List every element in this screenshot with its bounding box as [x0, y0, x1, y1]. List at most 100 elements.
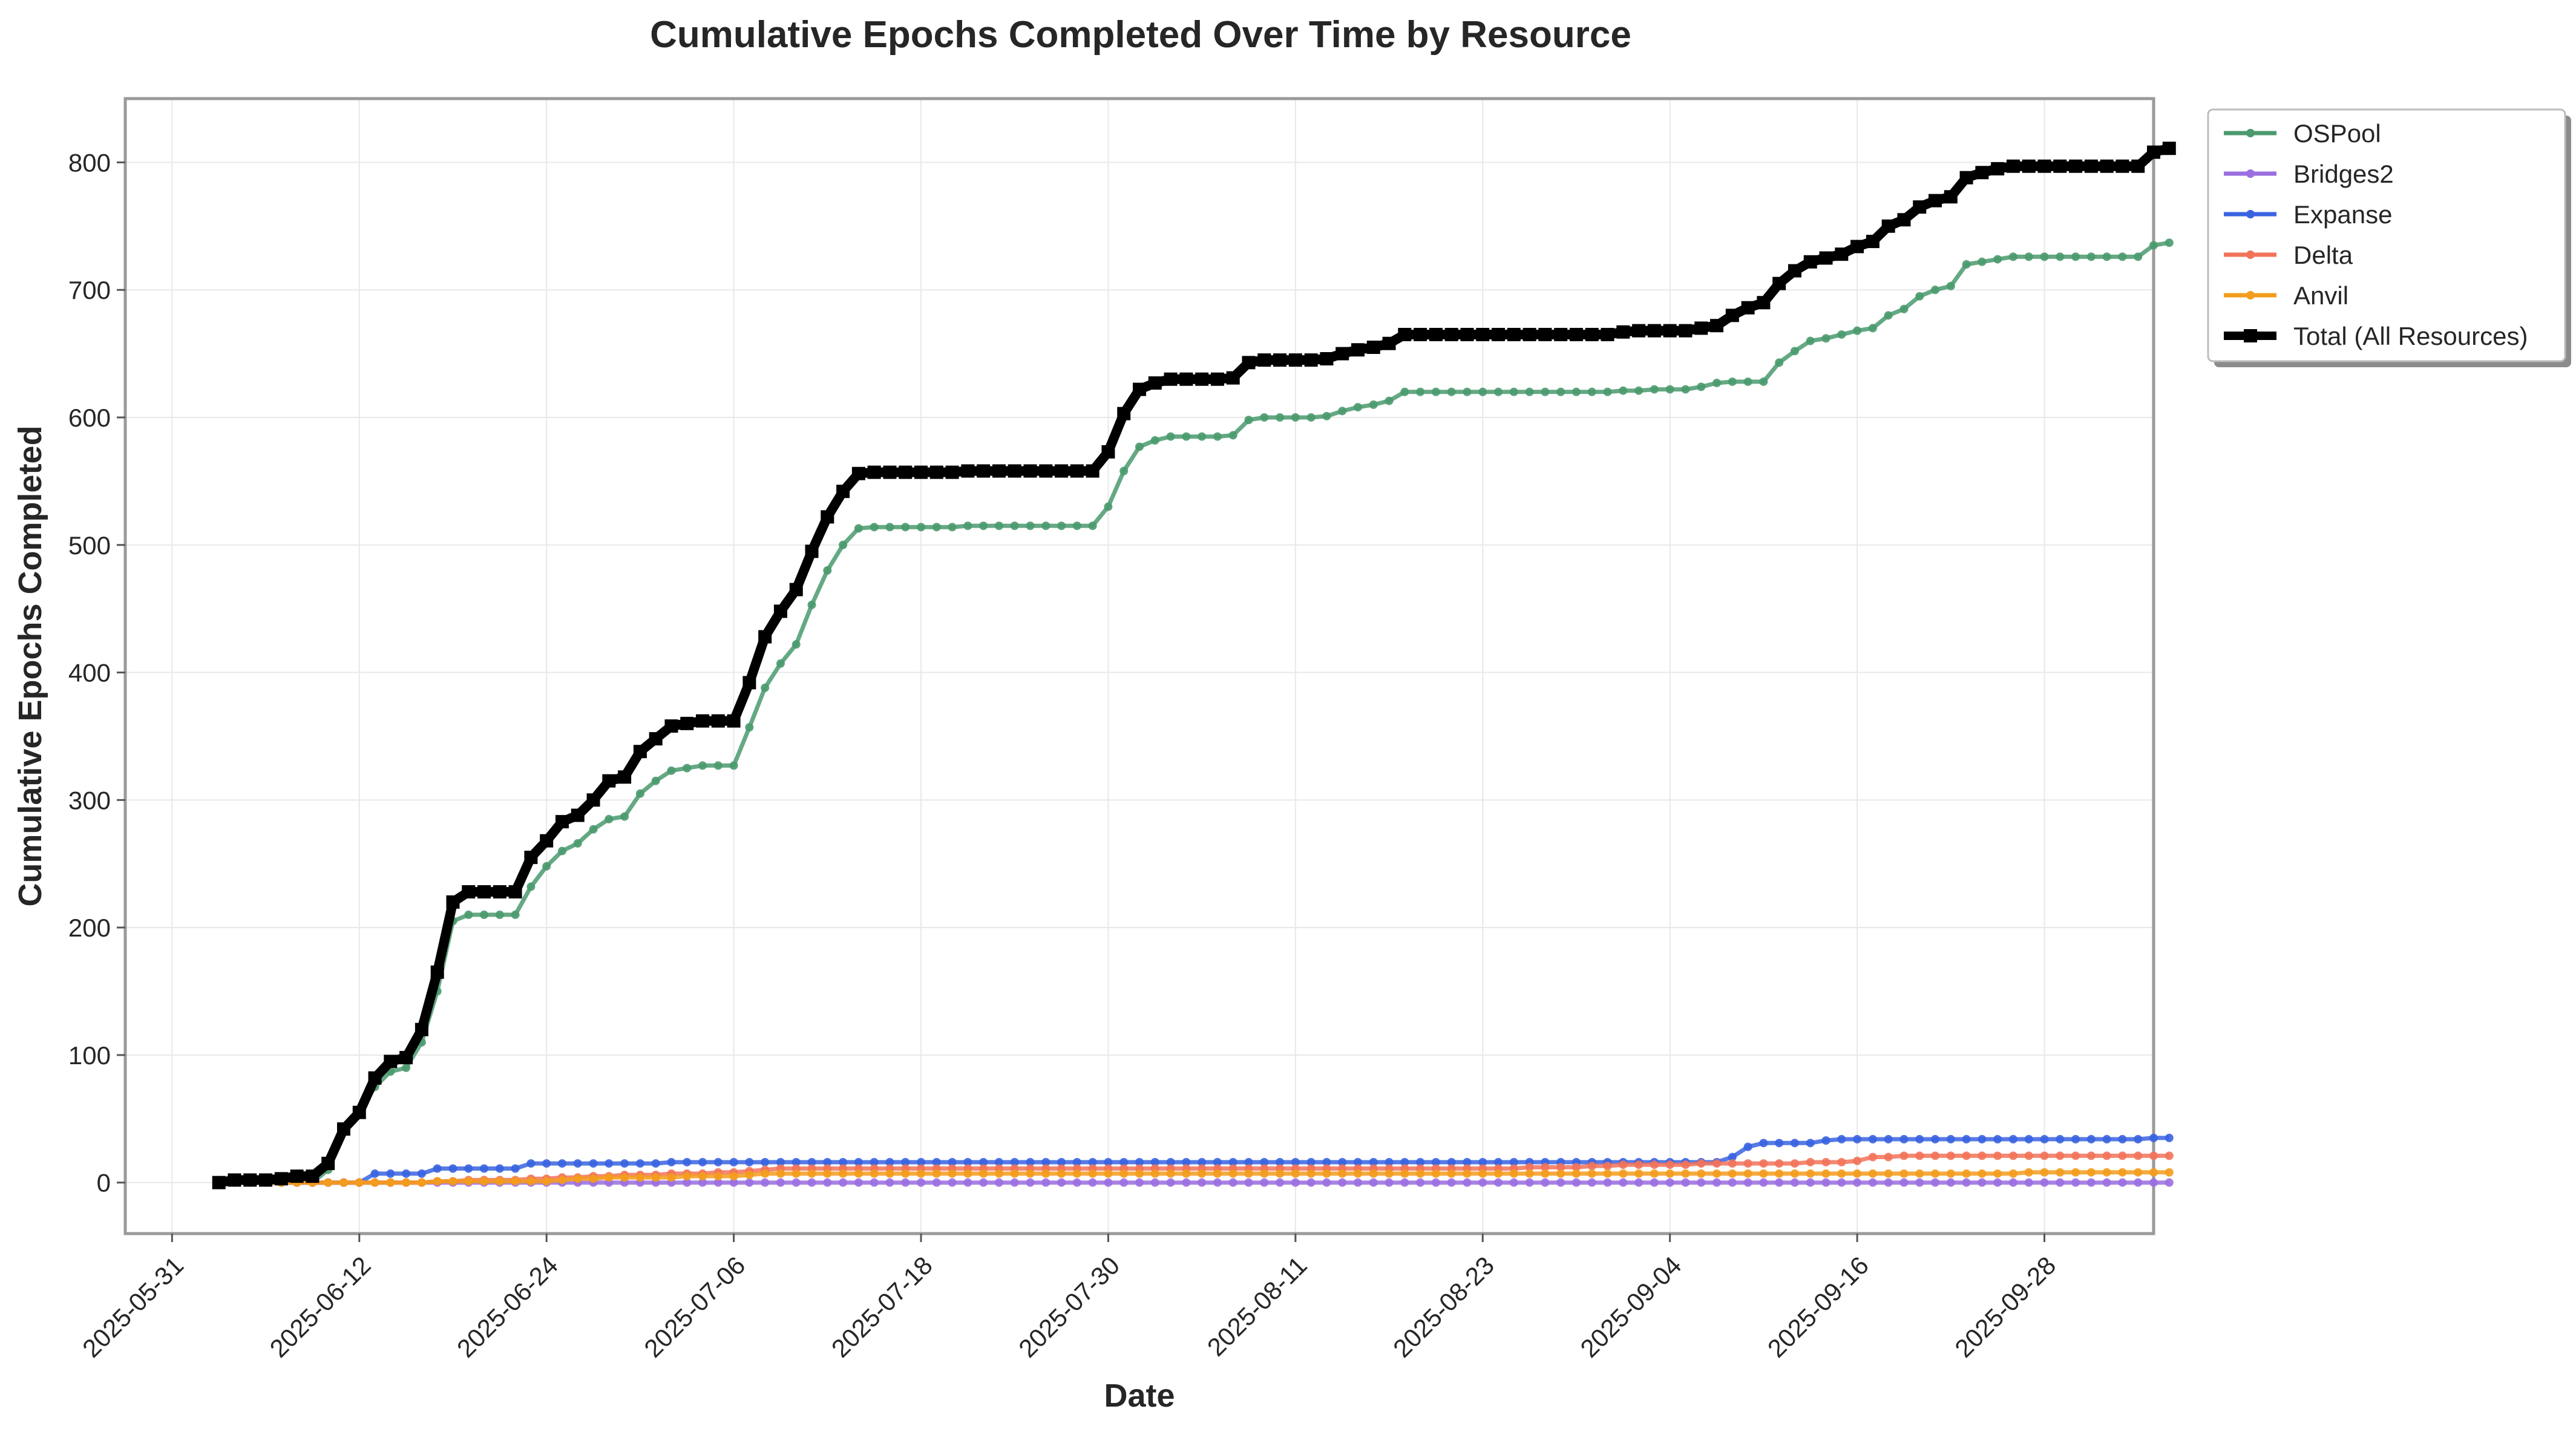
data-point [2100, 159, 2114, 173]
data-point [2071, 1168, 2080, 1177]
data-point [1697, 382, 1706, 391]
data-point [1119, 1157, 1129, 1166]
data-point [1088, 1169, 1097, 1178]
data-point [883, 465, 897, 479]
data-point [1322, 1157, 1331, 1166]
data-point [1041, 1178, 1050, 1187]
data-point [1571, 1163, 1581, 1172]
data-point [994, 1157, 1003, 1166]
data-point [586, 793, 600, 807]
data-point [1429, 327, 1443, 341]
data-point [1291, 413, 1300, 422]
data-point [618, 770, 632, 784]
legend-label: Expanse [2293, 200, 2392, 229]
data-point [1741, 301, 1755, 315]
data-point [1665, 1160, 1674, 1169]
data-point [1182, 1157, 1191, 1166]
data-point [1993, 1178, 2002, 1187]
data-point [415, 1022, 428, 1036]
data-point [1835, 247, 1849, 261]
data-point [1369, 400, 1378, 409]
data-point [1182, 432, 1191, 441]
data-point [2165, 1151, 2174, 1160]
data-point [713, 1178, 723, 1187]
data-point [1353, 1178, 1362, 1187]
data-point [573, 1174, 582, 1183]
data-point [1775, 1169, 1784, 1178]
data-point [1010, 1169, 1019, 1178]
data-point [1522, 327, 1536, 341]
data-point [698, 1157, 707, 1166]
data-point [1509, 1169, 1518, 1178]
data-point [2118, 1151, 2127, 1160]
data-point [1244, 1157, 1253, 1166]
data-point [1057, 522, 1066, 531]
data-point [994, 1169, 1003, 1178]
data-point [605, 814, 614, 823]
legend-box [2207, 108, 2566, 362]
data-point [384, 1055, 398, 1068]
data-point [932, 1178, 941, 1187]
data-point [1182, 1178, 1191, 1187]
data-point [2040, 1135, 2049, 1144]
legend-item: OSPool [2224, 119, 2381, 148]
data-point [2008, 1169, 2017, 1178]
data-point [2131, 159, 2145, 173]
data-point [274, 1172, 288, 1186]
data-point [2118, 1178, 2127, 1187]
data-point [683, 1157, 692, 1166]
data-point [1650, 385, 1659, 394]
data-point [1244, 1178, 1253, 1187]
data-point [1228, 1169, 1237, 1178]
data-point [2008, 1178, 2017, 1187]
data-point [1775, 1178, 1784, 1187]
data-point [1463, 387, 1472, 396]
data-point [1587, 387, 1596, 396]
data-point [839, 1169, 848, 1178]
data-point [1884, 1153, 1893, 1162]
data-point [698, 761, 707, 770]
data-point [776, 659, 785, 668]
data-point [1291, 1157, 1300, 1166]
data-point [2102, 252, 2111, 261]
legend-marker [2246, 291, 2255, 299]
data-point [1198, 432, 1207, 441]
data-point [2147, 145, 2160, 159]
data-point [1790, 347, 1799, 356]
data-point [2024, 1168, 2033, 1177]
data-point [1634, 1160, 1644, 1169]
data-point [1978, 1135, 1987, 1144]
data-point [1444, 327, 1458, 341]
legend-item: Expanse [2224, 200, 2392, 229]
y-tick-label: 400 [68, 659, 111, 687]
plot-frame [123, 97, 2155, 1235]
data-point [511, 911, 520, 920]
data-point [1010, 1157, 1019, 1166]
data-point [1850, 240, 1864, 253]
data-point [1117, 407, 1131, 420]
data-point [823, 1178, 832, 1187]
data-point [932, 1157, 941, 1166]
data-point [1775, 1159, 1784, 1168]
data-point [1276, 1157, 1285, 1166]
data-point [854, 1157, 863, 1166]
data-point [1166, 432, 1175, 441]
data-point [1913, 200, 1927, 214]
data-point [1790, 1159, 1799, 1168]
data-point [1634, 1169, 1644, 1178]
data-point [526, 1159, 536, 1168]
data-point [1366, 341, 1380, 355]
data-point [807, 1169, 816, 1178]
data-point [1198, 1157, 1207, 1166]
data-point [713, 761, 723, 770]
data-point [1010, 522, 1019, 531]
data-point [1663, 324, 1677, 338]
data-point [1991, 162, 2005, 175]
data-point [402, 1063, 411, 1072]
data-point [417, 1178, 426, 1187]
data-point [386, 1169, 395, 1178]
data-point [1150, 1178, 1159, 1187]
grid [125, 99, 2154, 1234]
data-point [1728, 377, 1737, 386]
data-point [1806, 1157, 1815, 1166]
